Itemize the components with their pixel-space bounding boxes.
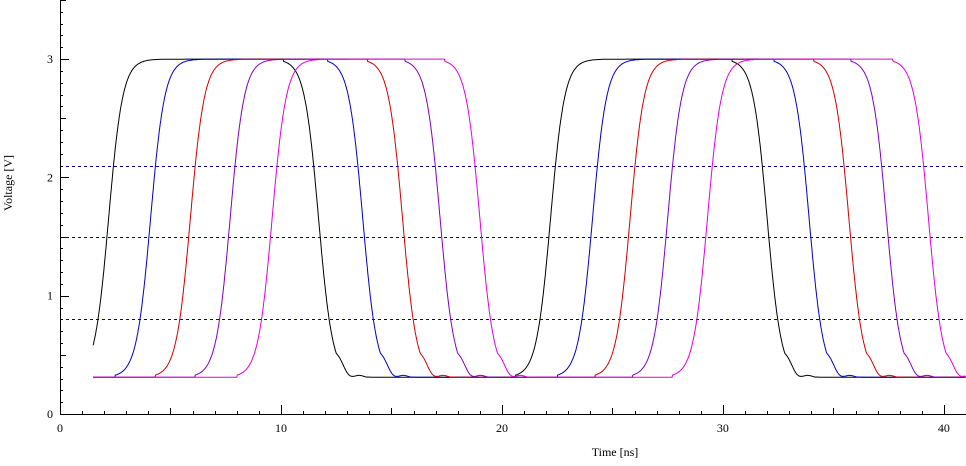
x-ticks: 0 10 20 30 40: [57, 405, 950, 435]
y-tick-label: 0: [47, 407, 53, 421]
y-tick-label: 2: [47, 170, 53, 184]
axes: [60, 0, 966, 415]
series-line-trace-2: [93, 58, 966, 378]
series-line-trace-1: [92, 58, 966, 378]
series-line-trace-4: [93, 58, 966, 378]
y-axis-label: Voltage [V]: [1, 155, 15, 211]
y-tick-label: 1: [47, 289, 53, 303]
series-line-trace-3: [93, 58, 966, 378]
series-lines: [92, 58, 966, 378]
x-tick-label: 10: [275, 421, 287, 435]
x-tick-label: 40: [938, 421, 950, 435]
reference-lines: [60, 166, 966, 320]
x-tick-label: 0: [57, 421, 63, 435]
x-tick-label: 20: [496, 421, 508, 435]
y-tick-label: 3: [47, 52, 53, 66]
x-axis-label: Time [ns]: [592, 445, 639, 459]
series-line-trace-5: [93, 58, 966, 378]
y-ticks: 0 1 2 3: [47, 0, 69, 421]
x-tick-label: 30: [717, 421, 729, 435]
